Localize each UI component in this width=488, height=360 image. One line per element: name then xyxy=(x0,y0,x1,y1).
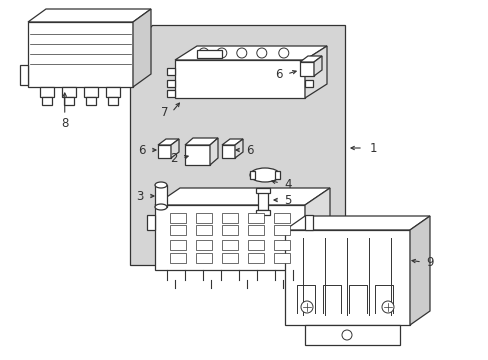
Bar xyxy=(274,171,280,179)
Bar xyxy=(167,80,175,87)
Polygon shape xyxy=(222,145,235,158)
Ellipse shape xyxy=(249,168,280,182)
Polygon shape xyxy=(409,216,429,325)
Bar xyxy=(170,253,185,263)
Bar xyxy=(273,240,289,250)
Circle shape xyxy=(278,48,288,58)
Polygon shape xyxy=(313,56,321,76)
Polygon shape xyxy=(155,188,329,205)
Bar xyxy=(222,240,238,250)
Bar xyxy=(42,97,52,105)
Polygon shape xyxy=(158,145,171,158)
Bar xyxy=(249,171,254,179)
Polygon shape xyxy=(155,205,305,270)
Polygon shape xyxy=(305,46,326,98)
Polygon shape xyxy=(28,22,133,87)
Bar xyxy=(170,240,185,250)
Bar xyxy=(247,225,264,235)
Polygon shape xyxy=(28,9,151,22)
Text: 6: 6 xyxy=(245,144,253,157)
Bar xyxy=(108,97,118,105)
Circle shape xyxy=(236,48,246,58)
Bar xyxy=(170,225,185,235)
Bar xyxy=(196,253,212,263)
Bar xyxy=(258,192,267,210)
Text: 4: 4 xyxy=(284,177,291,190)
Bar xyxy=(256,210,269,215)
Text: 6: 6 xyxy=(138,144,146,157)
Text: 2: 2 xyxy=(170,152,178,165)
Ellipse shape xyxy=(155,182,167,188)
Circle shape xyxy=(256,48,266,58)
Bar xyxy=(106,87,120,97)
Bar xyxy=(196,225,212,235)
Polygon shape xyxy=(209,138,218,165)
Bar xyxy=(305,215,312,230)
Bar xyxy=(40,87,54,97)
Bar xyxy=(84,87,98,97)
Polygon shape xyxy=(133,9,151,87)
Bar xyxy=(247,240,264,250)
Bar xyxy=(196,50,221,58)
Bar xyxy=(155,185,167,207)
Text: 8: 8 xyxy=(61,117,68,130)
Text: 5: 5 xyxy=(284,194,291,207)
Bar xyxy=(273,253,289,263)
Bar xyxy=(86,97,96,105)
Bar xyxy=(196,213,212,223)
Polygon shape xyxy=(184,145,209,165)
Text: 6: 6 xyxy=(275,68,283,81)
Polygon shape xyxy=(299,56,321,62)
Bar xyxy=(305,68,312,75)
Bar xyxy=(222,253,238,263)
Text: 7: 7 xyxy=(160,105,168,118)
Bar xyxy=(222,225,238,235)
Polygon shape xyxy=(130,25,345,265)
Polygon shape xyxy=(171,139,179,158)
Polygon shape xyxy=(285,216,429,230)
Circle shape xyxy=(341,330,351,340)
Polygon shape xyxy=(285,230,409,325)
Text: 3: 3 xyxy=(136,189,143,202)
Polygon shape xyxy=(158,139,179,145)
Bar xyxy=(167,68,175,75)
Bar xyxy=(247,253,264,263)
Bar xyxy=(62,87,76,97)
Bar xyxy=(147,215,155,230)
Polygon shape xyxy=(175,60,305,98)
Polygon shape xyxy=(184,138,218,145)
Bar xyxy=(305,80,312,87)
Circle shape xyxy=(199,48,208,58)
Polygon shape xyxy=(299,62,313,76)
Text: 1: 1 xyxy=(369,141,377,154)
Polygon shape xyxy=(222,139,243,145)
Bar xyxy=(247,213,264,223)
Bar xyxy=(273,213,289,223)
Polygon shape xyxy=(305,325,399,345)
Circle shape xyxy=(301,301,312,313)
Ellipse shape xyxy=(155,204,167,210)
Text: 9: 9 xyxy=(425,256,433,269)
Bar xyxy=(222,213,238,223)
Bar xyxy=(170,213,185,223)
Bar xyxy=(64,97,74,105)
Bar xyxy=(256,188,269,193)
Circle shape xyxy=(381,301,393,313)
Polygon shape xyxy=(305,188,329,270)
Bar xyxy=(273,225,289,235)
Circle shape xyxy=(216,48,226,58)
Bar xyxy=(20,65,28,85)
Bar xyxy=(196,240,212,250)
Polygon shape xyxy=(235,139,243,158)
Bar xyxy=(167,90,175,97)
Polygon shape xyxy=(175,46,326,60)
